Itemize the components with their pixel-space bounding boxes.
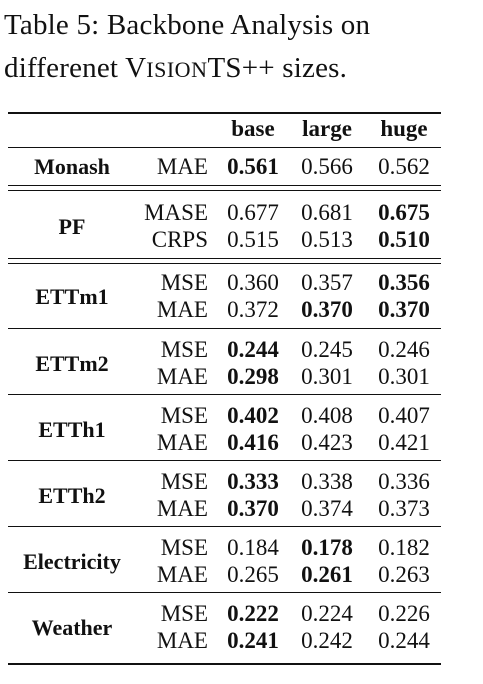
metric-label: MASE [144,200,208,225]
value-cell: 0.421 [378,430,430,455]
metric-label: MSE [160,270,208,295]
value-cell: 0.357 [301,270,353,295]
metric-label: MAE [156,430,208,455]
row-separator [8,258,441,259]
row-separator [8,394,441,395]
value-cell: 0.423 [301,430,353,455]
value-cell: 0.360 [227,270,279,295]
table-caption: Table 5: Backbone Analysis on differenet… [4,4,482,91]
dataset-label: ETTh1 [38,416,106,442]
value-cell: 0.184 [227,535,279,560]
metric-label: MAE [156,496,208,521]
value-cell: 0.245 [301,337,353,362]
dataset-label: ETTm2 [35,350,109,376]
value-cell: 0.374 [301,496,353,521]
table-bottom-rule [8,663,441,665]
row-separator [8,592,441,593]
header-base: base [231,116,275,141]
value-cell: 0.515 [227,227,279,252]
value-cell: 0.510 [378,227,430,252]
caption-line-2: differenet VISIONTS++ sizes. [4,47,482,91]
dataset-label: Electricity [23,548,121,574]
value-cell: 0.562 [378,154,430,179]
metric-label: MAE [156,562,208,587]
value-cell: 0.370 [301,297,353,322]
header-huge: huge [380,116,428,141]
value-cell: 0.244 [378,628,430,653]
caption-line-2-suffix: sizes. [274,52,348,84]
value-cell: 0.407 [378,403,430,428]
row-separator [8,328,441,329]
value-cell: 0.224 [301,601,353,626]
value-cell: 0.222 [227,601,279,626]
value-cell: 0.298 [227,364,279,389]
metric-label: MAE [156,628,208,653]
value-cell: 0.513 [301,227,353,252]
value-cell: 0.336 [378,469,430,494]
row-separator [8,185,441,186]
value-cell: 0.182 [378,535,430,560]
dataset-label: ETTh2 [38,482,106,508]
row-separator [8,526,441,527]
dataset-label: Weather [31,614,113,640]
metric-label: MAE [156,154,208,179]
metric-label: MSE [160,469,208,494]
table-top-rule [8,112,441,114]
row-separator [8,460,441,461]
value-cell: 0.408 [301,403,353,428]
caption-line-1: Table 5: Backbone Analysis on [4,9,371,41]
value-cell: 0.242 [301,628,353,653]
row-separator-double [8,190,441,191]
value-cell: 0.178 [301,535,353,560]
dataset-label: Monash [34,154,110,179]
value-cell: 0.246 [378,337,430,362]
value-cell: 0.566 [301,154,353,179]
value-cell: 0.301 [378,364,430,389]
metric-label: MSE [160,403,208,428]
value-cell: 0.370 [378,297,430,322]
row-separator-double [8,263,441,264]
value-cell: 0.372 [227,297,279,322]
value-cell: 0.261 [301,562,353,587]
value-cell: 0.333 [227,469,279,494]
metric-label: MSE [160,337,208,362]
value-cell: 0.241 [227,628,279,653]
value-cell: 0.370 [227,496,279,521]
metric-label: MSE [160,601,208,626]
value-cell: 0.675 [378,200,430,225]
value-cell: 0.226 [378,601,430,626]
header-rule [8,147,441,148]
value-cell: 0.373 [378,496,430,521]
header-large: large [302,116,352,141]
value-cell: 0.263 [378,562,430,587]
caption-line-2-prefix: differenet [4,52,126,84]
metric-label: MSE [160,535,208,560]
value-cell: 0.244 [227,337,279,362]
metric-label: CRPS [151,227,208,252]
value-cell: 0.416 [227,430,279,455]
value-cell: 0.561 [227,154,279,179]
metric-label: MAE [156,297,208,322]
model-name: VISIONTS++ [125,52,275,84]
value-cell: 0.301 [301,364,353,389]
dataset-label: PF [58,213,86,239]
value-cell: 0.338 [301,469,353,494]
metric-label: MAE [156,364,208,389]
value-cell: 0.677 [227,200,279,225]
dataset-label: ETTm1 [35,283,109,309]
value-cell: 0.681 [301,200,353,225]
value-cell: 0.356 [378,270,430,295]
value-cell: 0.265 [227,562,279,587]
value-cell: 0.402 [227,403,279,428]
